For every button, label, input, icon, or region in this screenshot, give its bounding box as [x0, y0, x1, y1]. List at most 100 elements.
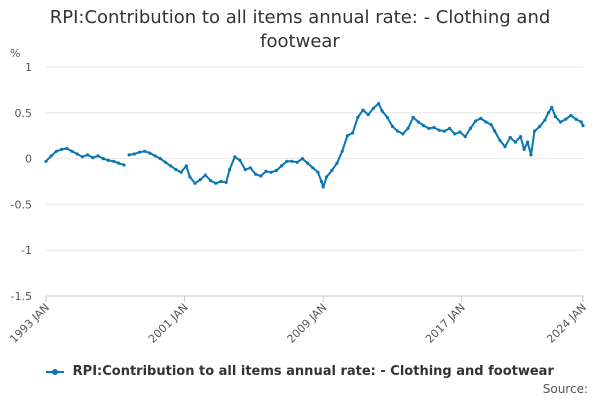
data-point[interactable]	[437, 128, 441, 132]
data-point[interactable]	[458, 130, 462, 134]
data-point[interactable]	[574, 117, 578, 121]
data-point[interactable]	[340, 149, 344, 153]
data-point[interactable]	[508, 135, 512, 140]
data-point[interactable]	[377, 102, 381, 106]
data-point[interactable]	[91, 156, 95, 160]
data-point[interactable]	[579, 120, 583, 124]
data-point[interactable]	[546, 111, 551, 115]
data-point[interactable]	[330, 168, 334, 173]
data-point[interactable]	[345, 134, 349, 138]
data-point[interactable]	[311, 166, 315, 170]
data-point[interactable]	[203, 173, 207, 177]
data-point[interactable]	[300, 157, 304, 161]
data-point[interactable]	[361, 108, 365, 112]
data-point[interactable]	[484, 120, 488, 124]
data-point[interactable]	[526, 140, 530, 144]
data-point[interactable]	[581, 124, 585, 128]
data-point[interactable]	[224, 180, 228, 184]
data-point[interactable]	[479, 116, 483, 120]
data-point[interactable]	[44, 159, 48, 163]
data-point[interactable]	[153, 154, 157, 158]
data-point[interactable]	[558, 120, 563, 124]
data-point[interactable]	[468, 126, 472, 130]
data-point[interactable]	[106, 158, 110, 162]
data-point[interactable]	[366, 113, 370, 117]
data-point[interactable]	[411, 115, 415, 119]
data-point[interactable]	[442, 129, 446, 133]
data-point[interactable]	[169, 164, 173, 168]
data-point[interactable]	[529, 153, 533, 157]
data-point[interactable]	[396, 129, 400, 133]
data-point[interactable]	[432, 125, 436, 130]
data-point[interactable]	[219, 179, 223, 184]
data-point[interactable]	[127, 153, 131, 157]
data-point[interactable]	[238, 158, 242, 162]
data-point[interactable]	[112, 159, 116, 163]
data-point[interactable]	[137, 150, 142, 154]
data-point[interactable]	[174, 168, 178, 172]
data-point[interactable]	[422, 124, 426, 128]
data-point[interactable]	[184, 164, 188, 168]
data-point[interactable]	[493, 129, 497, 133]
data-point[interactable]	[295, 160, 299, 164]
data-point[interactable]	[406, 126, 410, 130]
data-point[interactable]	[380, 109, 384, 113]
data-point[interactable]	[259, 174, 263, 178]
data-point[interactable]	[498, 138, 502, 142]
data-point[interactable]	[233, 155, 237, 159]
legend[interactable]: RPI:Contribution to all items annual rat…	[0, 364, 600, 379]
data-point[interactable]	[319, 179, 323, 184]
data-point[interactable]	[122, 163, 126, 167]
data-point[interactable]	[543, 118, 547, 122]
data-point[interactable]	[117, 161, 121, 165]
data-point[interactable]	[550, 105, 554, 109]
data-point[interactable]	[325, 175, 329, 179]
data-point[interactable]	[564, 117, 568, 121]
data-point[interactable]	[80, 155, 84, 159]
data-point[interactable]	[285, 159, 289, 163]
data-point[interactable]	[316, 170, 320, 174]
data-point[interactable]	[356, 115, 360, 119]
data-point[interactable]	[306, 161, 310, 165]
data-point[interactable]	[290, 159, 294, 163]
data-point[interactable]	[335, 161, 339, 165]
data-point[interactable]	[248, 166, 252, 170]
data-point[interactable]	[209, 179, 213, 183]
data-point[interactable]	[198, 178, 202, 182]
data-point[interactable]	[163, 160, 168, 164]
data-point[interactable]	[522, 147, 526, 151]
data-point[interactable]	[148, 151, 152, 155]
data-point[interactable]	[143, 149, 147, 153]
data-point[interactable]	[427, 126, 431, 130]
data-point[interactable]	[243, 168, 247, 172]
data-point[interactable]	[569, 113, 573, 118]
data-point[interactable]	[390, 124, 395, 129]
data-point[interactable]	[401, 132, 405, 136]
data-point[interactable]	[101, 157, 105, 161]
data-point[interactable]	[54, 149, 59, 153]
data-point[interactable]	[448, 126, 452, 130]
data-point[interactable]	[553, 114, 557, 119]
data-point[interactable]	[96, 154, 100, 158]
data-point[interactable]	[254, 172, 258, 176]
data-point[interactable]	[75, 152, 79, 156]
data-point[interactable]	[132, 152, 136, 156]
data-point[interactable]	[269, 170, 273, 174]
data-point[interactable]	[228, 168, 232, 172]
data-point[interactable]	[513, 140, 518, 144]
data-point[interactable]	[453, 132, 457, 136]
data-point[interactable]	[179, 170, 183, 174]
data-point[interactable]	[538, 124, 542, 129]
data-point[interactable]	[214, 181, 218, 185]
data-point[interactable]	[158, 157, 162, 161]
data-point[interactable]	[351, 131, 355, 135]
data-point[interactable]	[371, 106, 375, 110]
data-point[interactable]	[503, 145, 507, 149]
data-point[interactable]	[65, 146, 69, 151]
data-point[interactable]	[463, 135, 467, 139]
data-point[interactable]	[49, 154, 53, 158]
data-point[interactable]	[188, 175, 192, 179]
data-point[interactable]	[60, 147, 64, 151]
data-point[interactable]	[416, 120, 420, 124]
data-point[interactable]	[489, 123, 493, 127]
